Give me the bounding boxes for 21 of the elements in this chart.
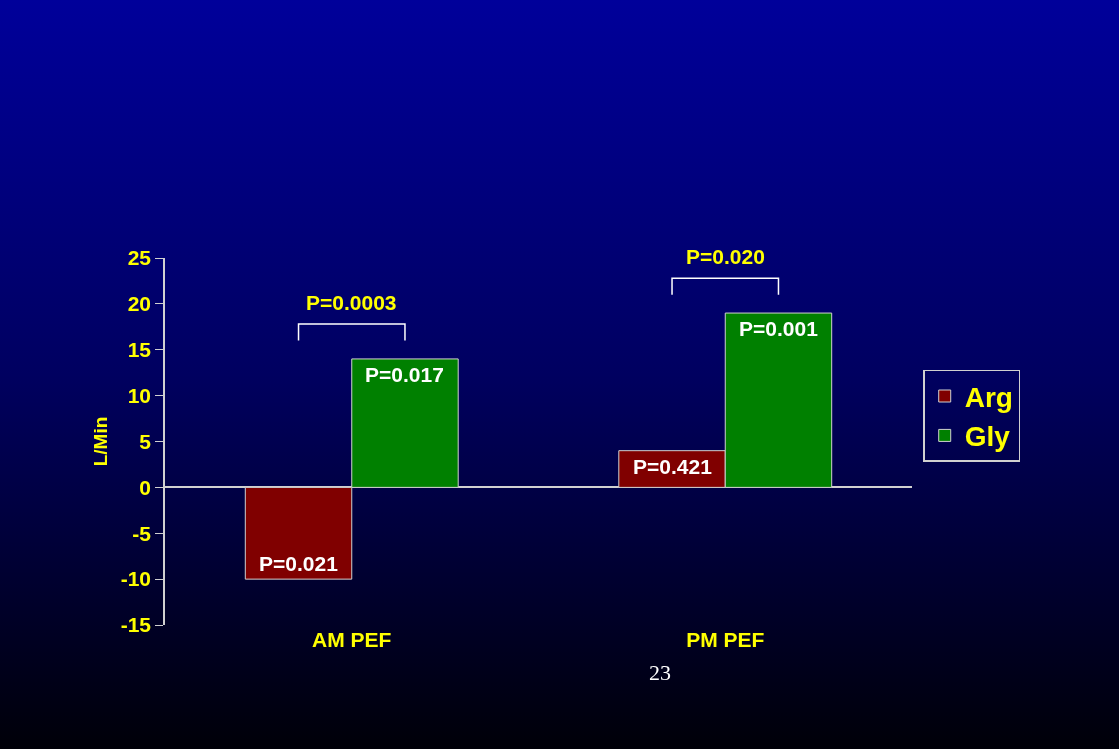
legend-label: Arg xyxy=(964,381,1013,413)
y-tick-label: -10 xyxy=(120,567,152,591)
text: 23 xyxy=(649,660,671,685)
y-axis-title: L/Min xyxy=(90,416,112,467)
y-tick-label: 20 xyxy=(127,292,152,316)
x-tick-label: AM PEF xyxy=(312,628,392,651)
y-tick-label: 10 xyxy=(127,383,152,407)
y-tick-label: 0 xyxy=(139,475,152,499)
annotation: P=0.020 xyxy=(686,245,765,268)
y-tick-label: 15 xyxy=(127,338,152,362)
legend-label: Gly xyxy=(964,421,1011,453)
x-tick-label: PM PEF xyxy=(686,628,765,651)
annotation: P=0.017 xyxy=(365,363,444,386)
y-tick-label: 25 xyxy=(127,246,152,270)
y-tick-label: -5 xyxy=(132,521,152,545)
annotation: P=0.0003 xyxy=(306,291,397,314)
annotation: P=0.001 xyxy=(739,317,819,340)
y-tick-label: 5 xyxy=(139,429,152,453)
annotation: P=0.021 xyxy=(259,552,339,575)
y-tick-label: -15 xyxy=(120,613,152,637)
annotation: P=0.421 xyxy=(633,455,713,478)
